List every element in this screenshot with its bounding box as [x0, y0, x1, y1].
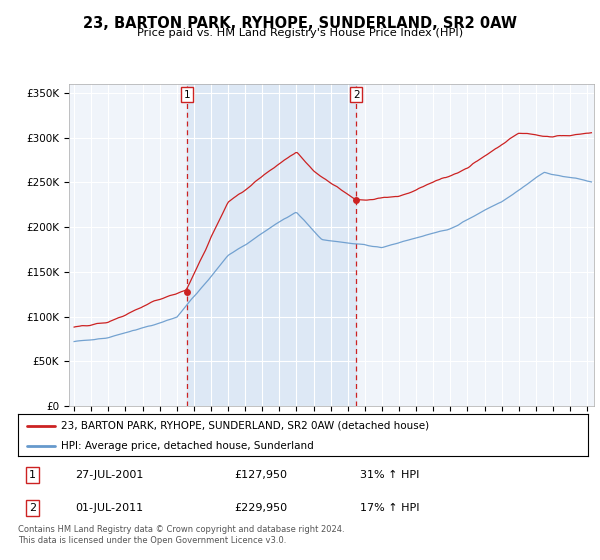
Text: £229,950: £229,950 [235, 503, 288, 513]
Text: 1: 1 [184, 90, 190, 100]
Text: 27-JUL-2001: 27-JUL-2001 [75, 470, 143, 480]
Text: 31% ↑ HPI: 31% ↑ HPI [360, 470, 419, 480]
Text: 23, BARTON PARK, RYHOPE, SUNDERLAND, SR2 0AW (detached house): 23, BARTON PARK, RYHOPE, SUNDERLAND, SR2… [61, 421, 429, 431]
Text: 17% ↑ HPI: 17% ↑ HPI [360, 503, 419, 513]
Text: HPI: Average price, detached house, Sunderland: HPI: Average price, detached house, Sund… [61, 441, 314, 451]
Bar [187, 84, 356, 406]
Text: 01-JUL-2011: 01-JUL-2011 [75, 503, 143, 513]
Text: 2: 2 [353, 90, 359, 100]
Text: 2: 2 [29, 503, 36, 513]
Text: Price paid vs. HM Land Registry's House Price Index (HPI): Price paid vs. HM Land Registry's House … [137, 28, 463, 38]
Text: £127,950: £127,950 [235, 470, 287, 480]
Text: 23, BARTON PARK, RYHOPE, SUNDERLAND, SR2 0AW: 23, BARTON PARK, RYHOPE, SUNDERLAND, SR2… [83, 16, 517, 31]
Text: Contains HM Land Registry data © Crown copyright and database right 2024.
This d: Contains HM Land Registry data © Crown c… [18, 525, 344, 545]
Text: 1: 1 [29, 470, 36, 480]
